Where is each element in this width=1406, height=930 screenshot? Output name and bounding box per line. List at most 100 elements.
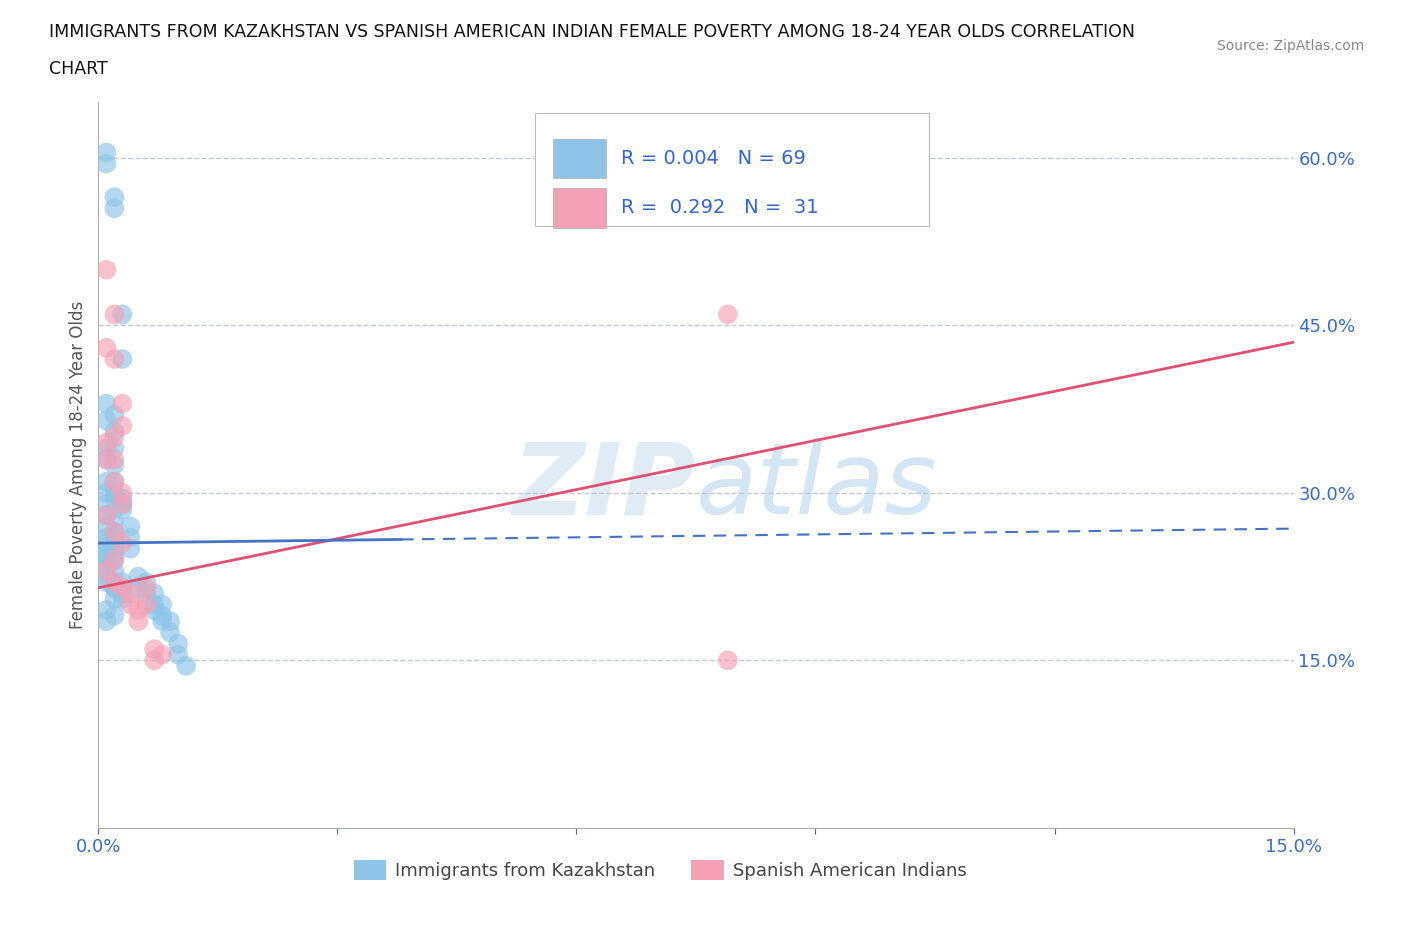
Immigrants from Kazakhstan — [103, 530, 125, 545]
Immigrants from Kazakhstan — [111, 497, 134, 512]
Immigrants from Kazakhstan — [111, 591, 134, 606]
Spanish American Indians — [96, 452, 118, 467]
Immigrants from Kazakhstan — [143, 586, 166, 601]
Immigrants from Kazakhstan — [103, 190, 125, 205]
Immigrants from Kazakhstan — [103, 580, 125, 595]
Immigrants from Kazakhstan — [96, 552, 118, 567]
Immigrants from Kazakhstan — [103, 564, 125, 578]
Immigrants from Kazakhstan — [103, 525, 125, 539]
Spanish American Indians — [96, 262, 118, 277]
FancyBboxPatch shape — [553, 188, 606, 228]
Legend: Immigrants from Kazakhstan, Spanish American Indians: Immigrants from Kazakhstan, Spanish Amer… — [346, 853, 974, 887]
Immigrants from Kazakhstan — [96, 474, 118, 489]
Immigrants from Kazakhstan — [96, 413, 118, 428]
Immigrants from Kazakhstan — [103, 552, 125, 567]
Spanish American Indians — [143, 642, 166, 657]
Immigrants from Kazakhstan — [111, 586, 134, 601]
Immigrants from Kazakhstan — [96, 541, 118, 556]
Immigrants from Kazakhstan — [111, 307, 134, 322]
Immigrants from Kazakhstan — [167, 636, 190, 651]
Immigrants from Kazakhstan — [103, 575, 125, 590]
Spanish American Indians — [96, 508, 118, 523]
Spanish American Indians — [717, 653, 740, 668]
Spanish American Indians — [120, 586, 142, 601]
Immigrants from Kazakhstan — [96, 530, 118, 545]
Immigrants from Kazakhstan — [96, 547, 118, 562]
Spanish American Indians — [135, 580, 157, 595]
Immigrants from Kazakhstan — [96, 536, 118, 551]
Spanish American Indians — [103, 525, 125, 539]
Immigrants from Kazakhstan — [96, 145, 118, 160]
Immigrants from Kazakhstan — [111, 575, 134, 590]
Immigrants from Kazakhstan — [96, 519, 118, 534]
Immigrants from Kazakhstan — [120, 541, 142, 556]
Text: R = 0.004   N = 69: R = 0.004 N = 69 — [620, 149, 806, 168]
Immigrants from Kazakhstan — [103, 541, 125, 556]
Immigrants from Kazakhstan — [96, 558, 118, 573]
Spanish American Indians — [111, 485, 134, 500]
Immigrants from Kazakhstan — [111, 502, 134, 517]
Spanish American Indians — [111, 580, 134, 595]
Spanish American Indians — [143, 653, 166, 668]
Spanish American Indians — [111, 497, 134, 512]
Immigrants from Kazakhstan — [103, 491, 125, 506]
Immigrants from Kazakhstan — [103, 407, 125, 422]
Immigrants from Kazakhstan — [174, 658, 197, 673]
Immigrants from Kazakhstan — [135, 575, 157, 590]
Immigrants from Kazakhstan — [150, 614, 173, 629]
Spanish American Indians — [103, 474, 125, 489]
Immigrants from Kazakhstan — [111, 352, 134, 366]
Immigrants from Kazakhstan — [120, 530, 142, 545]
Immigrants from Kazakhstan — [167, 647, 190, 662]
Spanish American Indians — [96, 340, 118, 355]
Immigrants from Kazakhstan — [96, 497, 118, 512]
Immigrants from Kazakhstan — [96, 485, 118, 500]
Text: atlas: atlas — [696, 438, 938, 536]
Spanish American Indians — [111, 536, 134, 551]
Immigrants from Kazakhstan — [150, 608, 173, 623]
Spanish American Indians — [103, 452, 125, 467]
Y-axis label: Female Poverty Among 18-24 Year Olds: Female Poverty Among 18-24 Year Olds — [69, 301, 87, 629]
Immigrants from Kazakhstan — [96, 441, 118, 456]
FancyBboxPatch shape — [534, 113, 929, 226]
Immigrants from Kazakhstan — [96, 452, 118, 467]
Immigrants from Kazakhstan — [103, 201, 125, 216]
Spanish American Indians — [111, 396, 134, 411]
Spanish American Indians — [127, 603, 149, 618]
Immigrants from Kazakhstan — [143, 603, 166, 618]
Immigrants from Kazakhstan — [103, 591, 125, 606]
Immigrants from Kazakhstan — [127, 569, 149, 584]
Spanish American Indians — [135, 597, 157, 612]
Spanish American Indians — [103, 352, 125, 366]
Immigrants from Kazakhstan — [103, 547, 125, 562]
Text: Source: ZipAtlas.com: Source: ZipAtlas.com — [1216, 39, 1364, 53]
Immigrants from Kazakhstan — [159, 625, 181, 640]
Immigrants from Kazakhstan — [103, 513, 125, 528]
Immigrants from Kazakhstan — [120, 519, 142, 534]
Immigrants from Kazakhstan — [150, 597, 173, 612]
Immigrants from Kazakhstan — [103, 458, 125, 472]
Immigrants from Kazakhstan — [111, 491, 134, 506]
Immigrants from Kazakhstan — [96, 575, 118, 590]
FancyBboxPatch shape — [553, 139, 606, 179]
Immigrants from Kazakhstan — [103, 608, 125, 623]
Spanish American Indians — [103, 552, 125, 567]
Spanish American Indians — [103, 575, 125, 590]
Text: IMMIGRANTS FROM KAZAKHSTAN VS SPANISH AMERICAN INDIAN FEMALE POVERTY AMONG 18-24: IMMIGRANTS FROM KAZAKHSTAN VS SPANISH AM… — [49, 23, 1135, 41]
Immigrants from Kazakhstan — [103, 441, 125, 456]
Immigrants from Kazakhstan — [96, 156, 118, 171]
Immigrants from Kazakhstan — [111, 580, 134, 595]
Immigrants from Kazakhstan — [135, 586, 157, 601]
Immigrants from Kazakhstan — [159, 614, 181, 629]
Spanish American Indians — [103, 307, 125, 322]
Immigrants from Kazakhstan — [143, 597, 166, 612]
Immigrants from Kazakhstan — [96, 569, 118, 584]
Immigrants from Kazakhstan — [96, 614, 118, 629]
Immigrants from Kazakhstan — [103, 474, 125, 489]
Spanish American Indians — [111, 418, 134, 433]
Spanish American Indians — [150, 647, 173, 662]
Spanish American Indians — [127, 614, 149, 629]
Immigrants from Kazakhstan — [103, 485, 125, 500]
Spanish American Indians — [103, 430, 125, 445]
Immigrants from Kazakhstan — [96, 396, 118, 411]
